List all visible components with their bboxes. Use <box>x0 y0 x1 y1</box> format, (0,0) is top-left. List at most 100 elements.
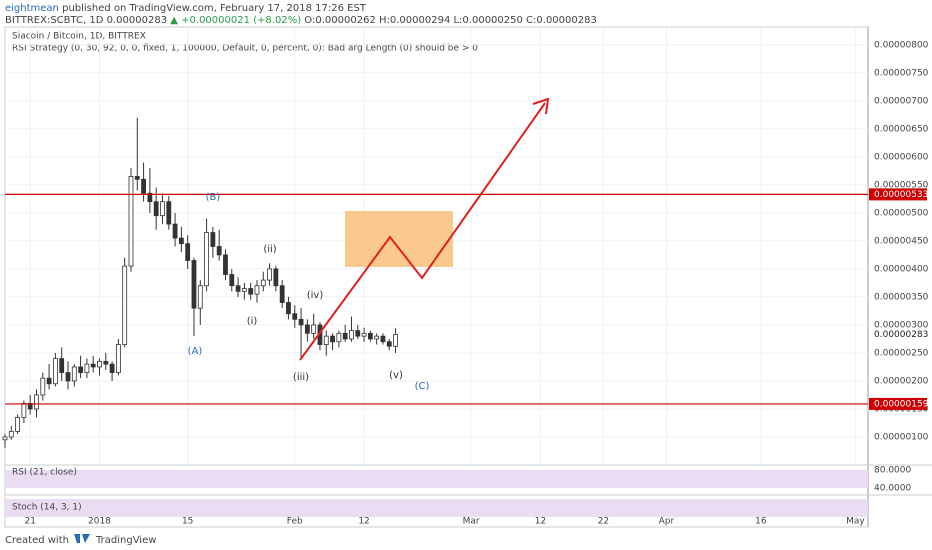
candle-body <box>342 332 348 340</box>
x-tick-label: Feb <box>287 517 303 527</box>
candle-body <box>241 288 247 292</box>
candle-body <box>78 366 83 373</box>
candle-body <box>229 274 235 287</box>
candle-body <box>65 372 71 382</box>
candle-body <box>160 201 165 217</box>
candle-body <box>267 268 272 281</box>
candle-body <box>166 201 172 225</box>
footer-brand: TradingView <box>95 535 156 546</box>
candle-body <box>367 332 373 340</box>
wave-label: (v) <box>389 370 403 381</box>
stoch-label: Stoch (14, 3, 1) <box>12 503 82 513</box>
y-tick-label: 0.00000350 <box>874 292 929 302</box>
level-label: 0.00000159 <box>874 399 929 409</box>
x-tick-label: 12 <box>535 517 546 527</box>
candle-body <box>172 223 178 239</box>
stoch-band <box>5 499 868 517</box>
chart-subtitle: RSI Strategy (0, 30, 92, 0, 0, fixed, 1,… <box>12 44 478 54</box>
candle-body <box>178 237 184 245</box>
candle-body <box>386 341 392 347</box>
rsi-tick-label: 80.0000 <box>874 466 911 476</box>
candle-body <box>311 324 317 334</box>
x-tick-label: 15 <box>182 517 193 527</box>
x-tick-label: Mar <box>463 517 480 527</box>
wave-label: (i) <box>247 316 258 327</box>
candle-body <box>84 363 90 373</box>
candle-body <box>361 332 367 337</box>
candle-body <box>122 265 128 345</box>
wave-label: (iv) <box>307 290 324 301</box>
logo <box>74 534 90 543</box>
candle-body <box>254 285 260 295</box>
candle-body <box>273 268 279 287</box>
y-tick-label: 0.00000200 <box>874 376 929 386</box>
chart-title: Siacoin / Bitcoin, 1D, BITTREX <box>12 32 146 42</box>
price: 0.00000283 <box>107 15 167 26</box>
arrow-head <box>532 97 550 115</box>
candle-body <box>210 232 216 247</box>
projection-arrow <box>299 102 546 361</box>
candle-body <box>380 335 386 343</box>
last-price-tag <box>869 328 927 341</box>
wave-label: (B) <box>206 192 221 203</box>
y-tick-label: 0.00000250 <box>874 348 929 358</box>
candle-body <box>197 285 203 309</box>
y-tick-label: 0.00000700 <box>874 96 929 106</box>
symbol: BITTREX:SCBTC, 1D <box>5 15 104 26</box>
y-tick-label: 0.00000600 <box>874 152 929 162</box>
y-tick-label: 0.00000500 <box>874 208 929 218</box>
candle-body <box>141 178 146 194</box>
header-line: eightmean published on TradingView.com, … <box>5 3 367 14</box>
candle-body <box>90 363 96 368</box>
candle-body <box>279 285 285 303</box>
x-tick-label: Apr <box>659 517 675 527</box>
y-tick-label: 0.00000750 <box>874 68 929 78</box>
y-tick-label: 0.00000800 <box>874 40 929 50</box>
candle-body <box>349 330 354 340</box>
candle-body <box>40 377 46 396</box>
candle-body <box>235 285 241 292</box>
candle-body <box>191 260 197 309</box>
candle-body <box>71 366 77 382</box>
wave-label: (iii) <box>293 372 309 383</box>
candle-body <box>223 254 228 275</box>
candle-body <box>15 416 20 432</box>
wave-label: (ii) <box>263 244 276 255</box>
y-tick-label: 0.00000400 <box>874 264 929 274</box>
level-tag <box>869 397 927 410</box>
last-price-label: 0.00000283 <box>874 330 928 340</box>
plot-frame <box>4 26 869 528</box>
candle-body <box>59 358 65 373</box>
candle-body <box>323 335 329 345</box>
candle-body <box>292 313 298 320</box>
ohlc: O:0.00000262 H:0.00000294 L:0.00000250 C… <box>304 15 597 26</box>
x-tick-label: 12 <box>358 517 369 527</box>
candle-body <box>34 394 39 410</box>
target-zone <box>345 211 453 267</box>
y-tick-label: 0.00000650 <box>874 124 929 134</box>
candle-body <box>336 332 342 343</box>
candle-body <box>97 360 102 368</box>
candle-body <box>52 358 58 385</box>
wave-label: (C) <box>415 381 430 392</box>
author: eightmean <box>5 3 59 14</box>
x-tick-label: 21 <box>24 517 35 527</box>
rsi-band <box>5 470 868 488</box>
rsi-tick-label: 40.0000 <box>874 484 911 494</box>
candle-body <box>185 243 191 261</box>
candle-body <box>216 246 222 256</box>
symbol-line: BITTREX:SCBTC, 1D 0.00000283 ▲ +0.000000… <box>5 15 597 26</box>
level-tag <box>869 188 927 201</box>
candle-body <box>204 232 209 287</box>
change: ▲ +0.00000021 (+8.02%) <box>170 15 301 26</box>
x-tick-label: 16 <box>755 517 767 527</box>
candle-body <box>109 363 115 373</box>
rsi-label: RSI (21, close) <box>12 468 77 478</box>
candle-body <box>115 344 121 373</box>
candle-body <box>286 302 291 315</box>
wave-label: (A) <box>188 346 203 357</box>
candle-body <box>248 288 254 295</box>
candle-body <box>355 330 361 337</box>
candle-body <box>298 318 304 326</box>
